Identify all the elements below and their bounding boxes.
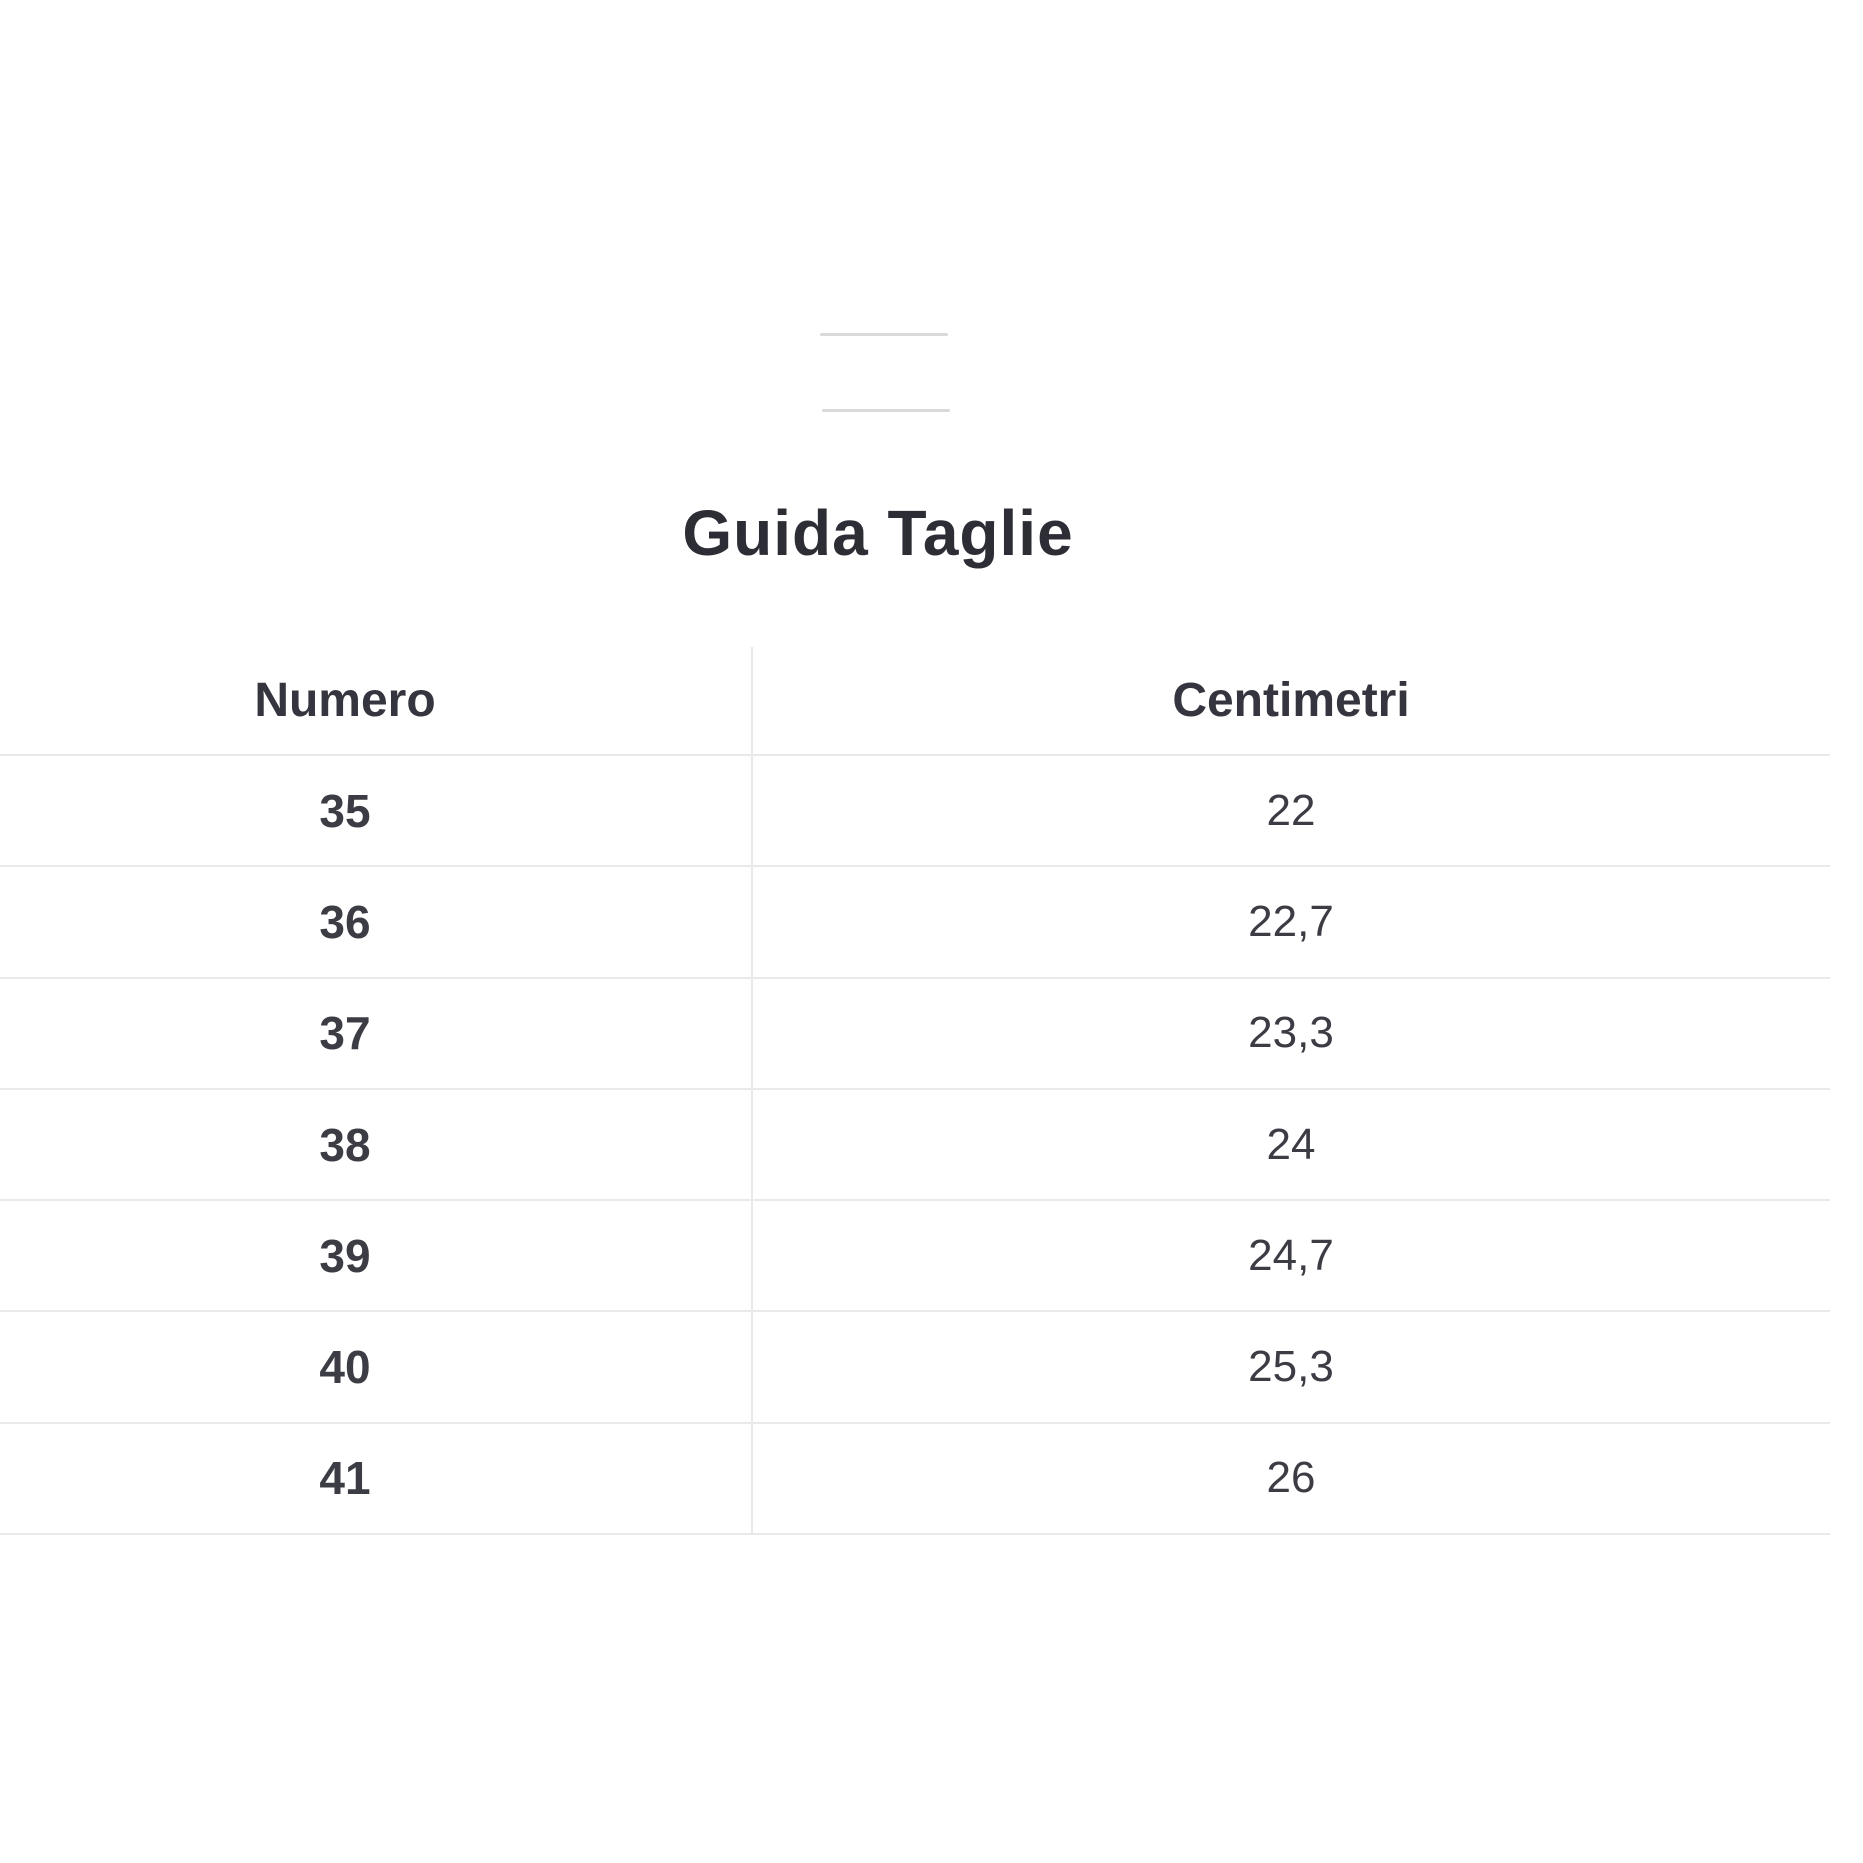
drag-handle-line-top xyxy=(820,333,948,336)
table-row: 40 25,3 xyxy=(0,1312,1830,1424)
cell-centimetri: 22 xyxy=(1266,785,1316,835)
size-table-body: 35 22 36 22,7 37 23,3 38 24 39 24,7 40 2… xyxy=(0,756,1830,1536)
column-header-numero: Numero xyxy=(254,674,436,727)
table-row: 39 24,7 xyxy=(0,1201,1830,1313)
table-header-row: Numero Centimetri xyxy=(0,647,1830,756)
cell-numero: 41 xyxy=(319,1452,371,1505)
cell-centimetri: 22,7 xyxy=(1248,896,1334,946)
cell-numero: 35 xyxy=(319,784,371,837)
column-header-centimetri: Centimetri xyxy=(1172,674,1410,727)
cell-numero: 36 xyxy=(319,895,371,948)
cell-numero: 39 xyxy=(319,1229,371,1282)
table-row: 38 24 xyxy=(0,1090,1830,1202)
cell-numero: 38 xyxy=(319,1118,371,1171)
cell-numero: 37 xyxy=(319,1007,371,1060)
size-table: Numero Centimetri 35 22 36 22,7 37 23,3 … xyxy=(0,647,1830,1536)
table-row: 36 22,7 xyxy=(0,867,1830,979)
page-title: Guida Taglie xyxy=(682,497,1074,569)
cell-centimetri: 24 xyxy=(1266,1119,1316,1169)
table-row: 35 22 xyxy=(0,756,1830,868)
drag-handle-line-bottom xyxy=(822,409,950,412)
cell-centimetri: 26 xyxy=(1266,1453,1316,1503)
table-row: 37 23,3 xyxy=(0,979,1830,1090)
cell-centimetri: 24,7 xyxy=(1248,1230,1334,1280)
cell-centimetri: 23,3 xyxy=(1248,1008,1334,1058)
column-divider-line xyxy=(751,647,753,1535)
table-row: 41 26 xyxy=(0,1424,1830,1536)
cell-centimetri: 25,3 xyxy=(1248,1342,1334,1392)
cell-numero: 40 xyxy=(319,1341,371,1394)
